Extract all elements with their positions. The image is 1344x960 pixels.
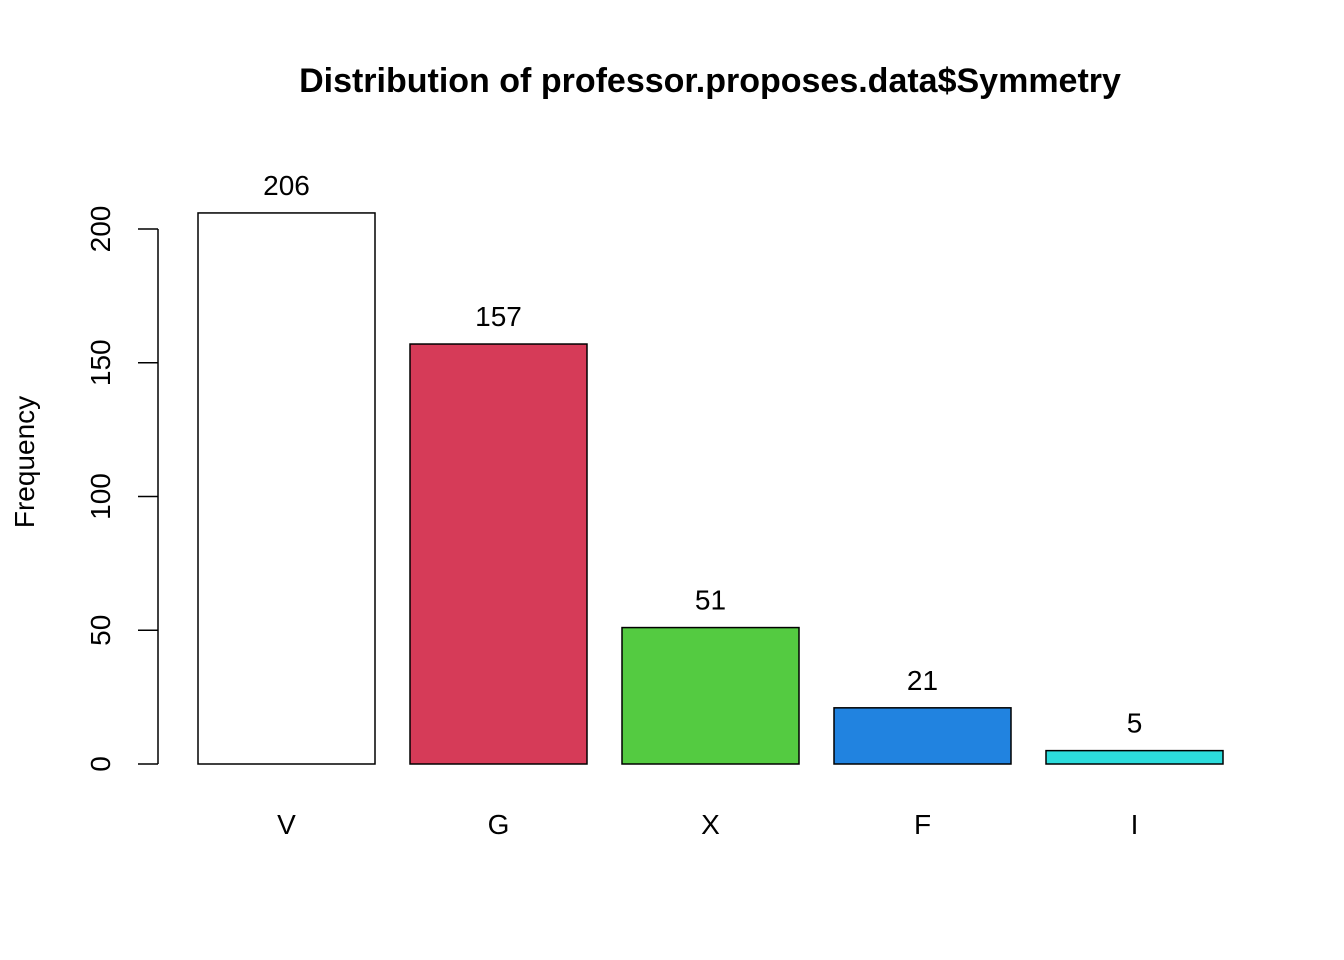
category-label-x: X <box>701 809 720 840</box>
category-label-g: G <box>488 809 510 840</box>
data-label-f: 21 <box>907 665 938 696</box>
bar-x <box>621 626 800 765</box>
y-axis-label: Frequency <box>9 396 40 528</box>
bar-g <box>409 343 588 765</box>
bar-i <box>1045 749 1224 765</box>
data-labels-group: 206 157 51 21 5 <box>263 170 1142 739</box>
chart-title: Distribution of professor.proposes.data$… <box>299 62 1121 100</box>
y-tick-label: 0 <box>85 756 116 772</box>
data-label-x: 51 <box>695 585 726 616</box>
y-tick-label: 100 <box>85 473 116 520</box>
bar-v <box>197 212 376 765</box>
data-label-i: 5 <box>1127 708 1143 739</box>
data-label-v: 206 <box>263 170 310 201</box>
y-tick-label: 50 <box>85 615 116 646</box>
category-label-i: I <box>1131 809 1139 840</box>
category-label-v: V <box>277 809 296 840</box>
category-label-f: F <box>914 809 931 840</box>
y-axis: 0 50 100 150 200 <box>85 206 159 772</box>
y-tick-label: 200 <box>85 206 116 253</box>
y-tick-label: 150 <box>85 339 116 386</box>
bars-group <box>197 212 1224 765</box>
data-label-g: 157 <box>475 301 522 332</box>
bar-f <box>833 707 1012 765</box>
